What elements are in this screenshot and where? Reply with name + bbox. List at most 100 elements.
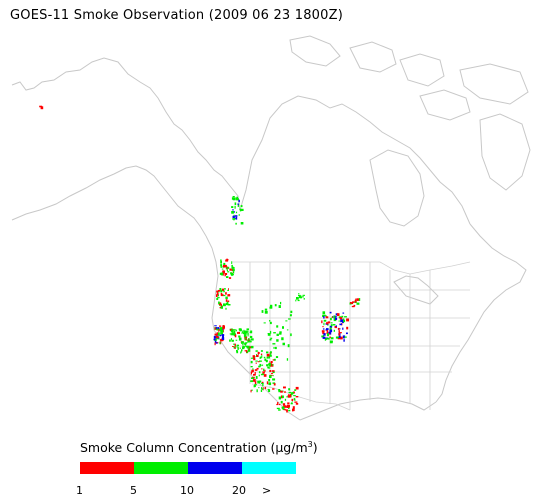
- smoke-pixel: [266, 381, 269, 385]
- smoke-pixel: [214, 340, 217, 343]
- smoke-pixel: [246, 328, 249, 331]
- smoke-pixel: [278, 409, 281, 411]
- legend-swatch-green: [134, 462, 188, 474]
- smoke-pixel: [245, 337, 247, 340]
- smoke-pixel: [322, 328, 325, 330]
- smoke-pixel: [220, 293, 223, 296]
- smoke-pixel: [342, 322, 344, 324]
- smoke-pixel: [295, 403, 299, 405]
- smoke-pixel: [235, 329, 237, 332]
- smoke-pixel: [270, 351, 272, 354]
- smoke-pixel: [327, 321, 331, 324]
- smoke-pixel: [235, 339, 238, 341]
- arctic-island-2: [349, 41, 397, 73]
- smoke-pixel: [261, 355, 263, 358]
- smoke-pixel: [243, 334, 247, 338]
- smoke-pixel: [220, 266, 222, 268]
- smoke-pixel: [276, 333, 279, 336]
- smoke-pixel: [333, 329, 335, 332]
- legend-unit-mu: μ: [275, 440, 284, 456]
- smoke-pixel: [340, 319, 344, 323]
- smoke-pixel: [341, 315, 344, 318]
- smoke-pixel: [237, 344, 239, 347]
- legend-title: Smoke Column Concentration (μg/m3): [80, 440, 318, 455]
- smoke-pixel: [269, 364, 272, 367]
- smoke-pixel: [247, 340, 250, 343]
- smoke-pixel: [269, 321, 272, 325]
- smoke-pixel: [349, 302, 352, 304]
- smoke-pixel: [285, 320, 288, 322]
- smoke-pixel: [255, 360, 258, 362]
- legend-tick-greater: >: [262, 484, 272, 497]
- smoke-pixel: [250, 389, 252, 393]
- smoke-pixel: [280, 390, 283, 393]
- smoke-pixel: [328, 333, 331, 335]
- smoke-pixel: [295, 386, 299, 390]
- smoke-pixel: [261, 310, 264, 313]
- smoke-pixel: [270, 353, 272, 355]
- smoke-pixel: [237, 331, 240, 334]
- smoke-pixel: [284, 405, 287, 408]
- smoke-pixel: [278, 389, 281, 392]
- smoke-pixel: [219, 334, 222, 337]
- smoke-pixel: [220, 338, 223, 342]
- smoke-pixel: [237, 203, 240, 205]
- smoke-pixel: [261, 364, 264, 366]
- smoke-pixel: [219, 272, 222, 275]
- smoke-pixel: [270, 361, 272, 365]
- smoke-pixel: [338, 330, 340, 333]
- smoke-pixel: [219, 327, 223, 330]
- smoke-pixel: [235, 216, 238, 220]
- smoke-pixel: [266, 351, 269, 354]
- smoke-pixel: [282, 403, 286, 406]
- smoke-pixel: [273, 347, 276, 349]
- smoke-pixel: [240, 351, 242, 354]
- smoke-pixel: [272, 378, 276, 381]
- smoke-pixel: [239, 347, 241, 349]
- smoke-pixel: [222, 329, 224, 333]
- smoke-pixel: [242, 343, 244, 346]
- smoke-pixel: [220, 303, 222, 307]
- smoke-pixel: [246, 345, 250, 349]
- smoke-pixel: [267, 333, 271, 336]
- smoke-pixel: [270, 330, 272, 334]
- smoke-pixel: [264, 386, 267, 390]
- smoke-pixel: [272, 375, 274, 377]
- smoke-pixel: [221, 332, 223, 334]
- smoke-pixel: [219, 288, 222, 291]
- smoke-pixel: [280, 395, 283, 399]
- smoke-pixel: [346, 332, 348, 335]
- smoke-pixel: [220, 259, 222, 261]
- smoke-pixel: [245, 345, 247, 348]
- smoke-pixel: [223, 303, 226, 307]
- smoke-pixel: [236, 350, 239, 354]
- gulf-coast: [299, 397, 437, 421]
- smoke-pixel: [295, 299, 297, 302]
- smoke-pixel: [259, 365, 262, 367]
- smoke-pixel: [250, 357, 254, 359]
- smoke-pixel: [237, 347, 239, 350]
- smoke-pixel: [247, 347, 250, 349]
- smoke-pixel: [294, 398, 296, 401]
- arctic-island-1: [289, 35, 341, 67]
- smoke-pixel: [273, 332, 276, 334]
- smoke-pixel: [223, 270, 225, 273]
- smoke-pixel: [262, 388, 264, 390]
- smoke-pixel: [298, 294, 301, 297]
- smoke-pixel: [219, 325, 222, 327]
- smoke-pixel: [260, 374, 264, 376]
- smoke-pixel: [326, 330, 329, 333]
- smoke-pixel: [332, 324, 336, 326]
- smoke-pixel: [216, 332, 219, 335]
- smoke-pixel: [290, 393, 293, 396]
- smoke-pixel: [296, 297, 299, 300]
- smoke-pixel: [329, 327, 332, 330]
- west-coast: [205, 235, 301, 421]
- smoke-pixel: [264, 369, 266, 372]
- smoke-pixel: [286, 409, 288, 411]
- smoke-pixel: [330, 322, 333, 324]
- smoke-pixel: [232, 218, 236, 220]
- smoke-pixel: [258, 374, 260, 377]
- smoke-pixel: [280, 301, 282, 305]
- smoke-pixel: [270, 337, 273, 339]
